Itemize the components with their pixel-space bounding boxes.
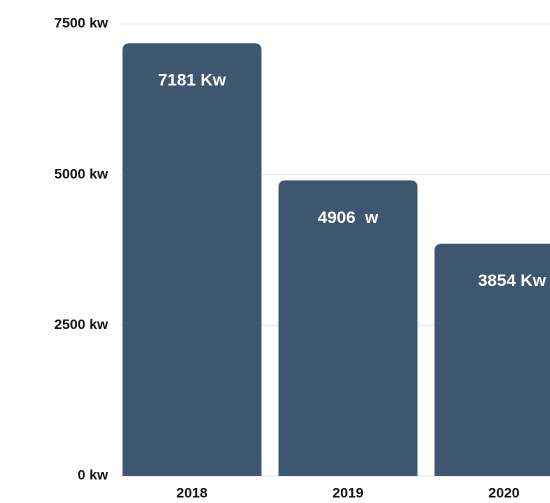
x-tick-label: 2020 — [488, 485, 519, 501]
y-tick-label: 5000 kw — [54, 165, 108, 181]
value-label: 7181 Kw — [158, 71, 227, 90]
bar — [434, 243, 550, 476]
x-tick-label: 2018 — [176, 485, 207, 501]
x-tick-label: 2019 — [332, 485, 363, 501]
bar — [122, 43, 262, 476]
y-tick-label: 2500 kw — [54, 316, 108, 332]
y-tick-label: 0 kw — [78, 467, 108, 483]
value-label: 3854 Kw — [478, 271, 547, 290]
bar — [278, 180, 418, 476]
value-label: 4906 w — [318, 208, 379, 227]
y-tick-label: 7500 kw — [54, 15, 108, 31]
